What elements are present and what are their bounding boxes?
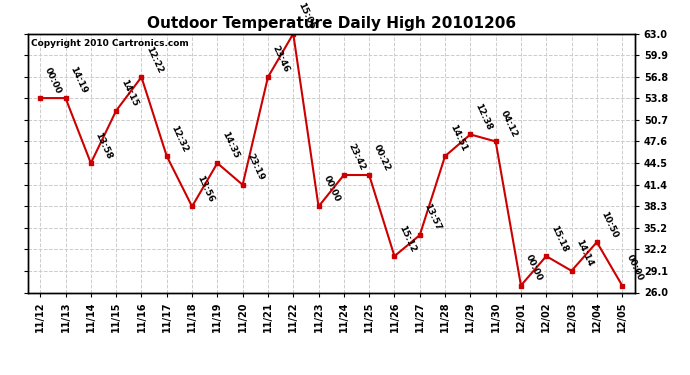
- Text: 12:38: 12:38: [473, 102, 493, 132]
- Text: 23:46: 23:46: [270, 45, 291, 74]
- Text: 14:35: 14:35: [220, 130, 240, 160]
- Text: 13:57: 13:57: [422, 202, 443, 232]
- Text: 10:50: 10:50: [600, 210, 620, 239]
- Text: 23:42: 23:42: [346, 142, 367, 172]
- Text: 00:00: 00:00: [43, 66, 63, 95]
- Text: 04:12: 04:12: [498, 109, 519, 139]
- Text: 14:19: 14:19: [68, 65, 89, 95]
- Text: 12:22: 12:22: [144, 45, 164, 74]
- Title: Outdoor Temperature Daily High 20101206: Outdoor Temperature Daily High 20101206: [147, 16, 515, 31]
- Text: 00:00: 00:00: [322, 174, 342, 204]
- Text: 15:12: 15:12: [397, 224, 417, 254]
- Text: 15:18: 15:18: [549, 224, 569, 254]
- Text: 14:15: 14:15: [119, 78, 139, 108]
- Text: 13:56: 13:56: [195, 174, 215, 204]
- Text: 13:58: 13:58: [94, 130, 114, 160]
- Text: 14:51: 14:51: [448, 123, 468, 153]
- Text: 23:19: 23:19: [246, 152, 266, 182]
- Text: 14:14: 14:14: [574, 238, 595, 268]
- Text: Copyright 2010 Cartronics.com: Copyright 2010 Cartronics.com: [30, 39, 188, 48]
- Text: 00:00: 00:00: [625, 254, 645, 283]
- Text: 15:05: 15:05: [296, 2, 316, 31]
- Text: 00:00: 00:00: [524, 254, 544, 283]
- Text: 12:32: 12:32: [170, 124, 190, 153]
- Text: 00:22: 00:22: [372, 143, 392, 172]
